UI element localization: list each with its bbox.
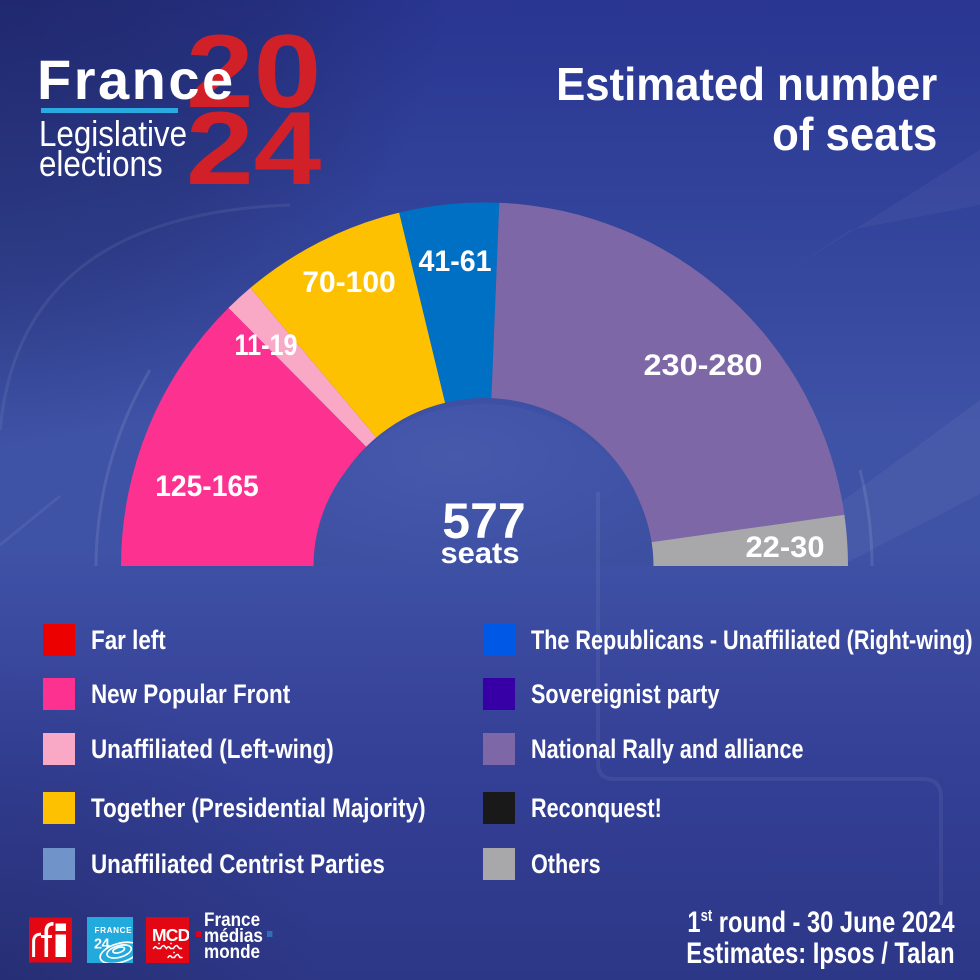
svg-text:FRANCE: FRANCE [95, 926, 133, 935]
svg-text:24: 24 [94, 937, 110, 953]
svg-text:MCD: MCD [152, 925, 189, 945]
